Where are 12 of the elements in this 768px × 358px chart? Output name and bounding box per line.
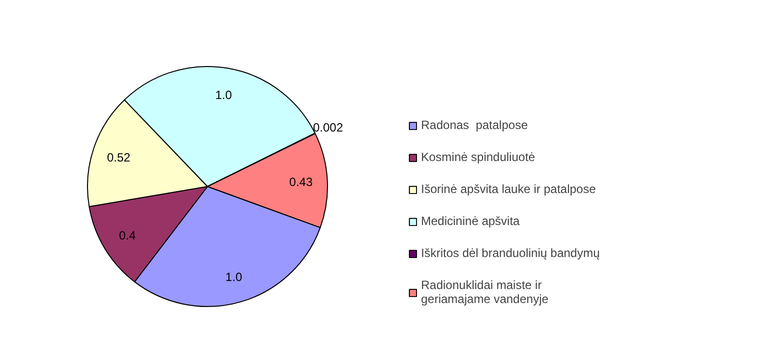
data-label: 0.002 (312, 120, 344, 134)
legend-label: Išorinė apšvita lauke ir patalpose (421, 182, 596, 196)
data-label: 1.0 (215, 88, 232, 102)
legend-label: Radonas patalpose (421, 118, 528, 132)
legend-label: Kosminė spinduliuotė (421, 150, 536, 164)
data-label: 0.4 (119, 228, 136, 242)
data-label: 1.0 (225, 270, 242, 284)
legend-label: Radionuklidai maiste ir geriamajame vandenyje (421, 278, 548, 306)
legend-label: Medicininė apšvita (421, 214, 520, 228)
legend-label: Iškritos dėl branduolinių bandymų (421, 246, 600, 260)
data-label: 0.52 (106, 150, 131, 165)
data-label: 0.43 (289, 174, 313, 189)
